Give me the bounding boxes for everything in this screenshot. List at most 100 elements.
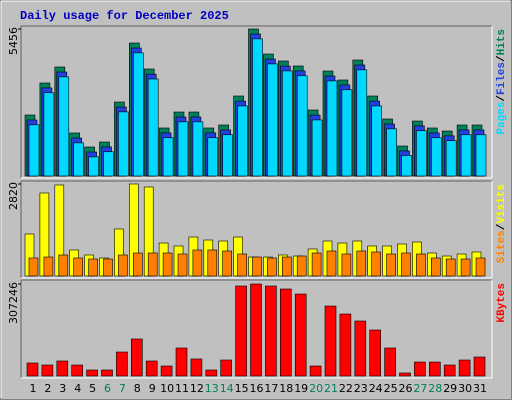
x-tick-label: 9	[149, 382, 156, 395]
bar	[58, 254, 69, 277]
legend-entry: Files	[496, 62, 508, 95]
bar	[237, 105, 248, 177]
x-tick-label: 25	[384, 382, 398, 395]
legend-separator: /	[496, 55, 508, 62]
bar	[73, 142, 84, 177]
x-tick-label: 12	[190, 382, 204, 395]
y-tick-label: 307246	[7, 282, 20, 324]
x-tick-label: 18	[279, 382, 293, 395]
bar	[341, 253, 352, 277]
bar	[116, 351, 128, 377]
bar	[220, 359, 232, 377]
bar	[356, 69, 368, 177]
x-tick-label: 31	[473, 382, 487, 395]
bar	[324, 305, 337, 377]
bar	[162, 137, 174, 177]
bar	[430, 137, 442, 177]
bar	[103, 151, 114, 177]
legend-separator: /	[496, 95, 508, 102]
bar	[162, 252, 173, 277]
bar	[26, 362, 39, 377]
bar	[445, 140, 457, 177]
bar	[445, 258, 456, 277]
bar	[281, 256, 292, 277]
bar	[296, 75, 308, 177]
legend: Sites/Visits	[496, 184, 508, 263]
x-tick-label: 21	[324, 382, 338, 395]
bar	[88, 156, 99, 177]
bar	[237, 253, 247, 277]
bar	[296, 255, 307, 277]
bar	[101, 369, 113, 377]
y-tick-label: 5456	[7, 27, 20, 55]
bar	[475, 257, 486, 277]
bar	[267, 257, 277, 277]
bar	[428, 361, 441, 377]
bar	[177, 121, 189, 177]
bar	[371, 105, 383, 177]
bar	[222, 250, 232, 277]
x-tick-label: 10	[160, 382, 174, 395]
bar	[369, 329, 382, 377]
bar	[386, 253, 396, 277]
bar	[56, 360, 69, 377]
bar	[177, 253, 188, 277]
bar	[401, 252, 411, 277]
bar	[252, 38, 263, 177]
x-tick-label: 29	[443, 382, 457, 395]
bar	[103, 258, 113, 277]
x-tick-label: 20	[309, 382, 323, 395]
bar	[430, 257, 441, 277]
bar	[43, 92, 55, 177]
bar	[386, 128, 397, 177]
x-tick-label: 15	[235, 382, 249, 395]
bar	[192, 249, 203, 277]
x-tick-label: 27	[413, 382, 427, 395]
bar	[460, 134, 472, 177]
bar	[267, 63, 278, 177]
legend: KBytes	[496, 283, 508, 323]
x-tick-label: 11	[175, 382, 189, 395]
bar	[175, 347, 188, 377]
bar	[311, 119, 323, 177]
bar	[147, 78, 159, 177]
bar	[356, 250, 367, 277]
bar	[147, 252, 158, 277]
bar	[205, 369, 218, 377]
legend-entry: Hits	[496, 29, 508, 55]
x-tick-label: 19	[294, 382, 308, 395]
x-tick-label: 5	[89, 382, 96, 395]
bar	[279, 288, 292, 377]
bar	[326, 80, 338, 177]
x-tick-label: 28	[428, 382, 442, 395]
bar	[160, 365, 173, 377]
bar	[118, 111, 129, 177]
bar	[86, 369, 98, 377]
bar	[339, 313, 352, 377]
x-tick-label: 22	[339, 382, 353, 395]
legend-entry: Sites	[496, 230, 508, 263]
bar	[309, 365, 322, 377]
bar	[43, 256, 54, 277]
bar	[294, 293, 307, 377]
x-tick-label: 16	[250, 382, 264, 395]
bar	[71, 364, 83, 377]
bar	[41, 364, 54, 377]
bar	[28, 124, 40, 177]
bar	[475, 134, 487, 177]
bar	[190, 358, 203, 377]
bar	[473, 356, 486, 377]
bar	[28, 257, 39, 277]
bar	[460, 258, 471, 277]
bar	[341, 89, 353, 177]
bar	[458, 359, 471, 377]
x-tick-label: 17	[264, 382, 278, 395]
bar	[281, 70, 293, 177]
bar	[401, 155, 412, 177]
bar	[384, 347, 396, 377]
bar	[235, 285, 247, 377]
bar	[133, 252, 143, 277]
bar	[311, 252, 322, 277]
bar	[207, 249, 218, 277]
